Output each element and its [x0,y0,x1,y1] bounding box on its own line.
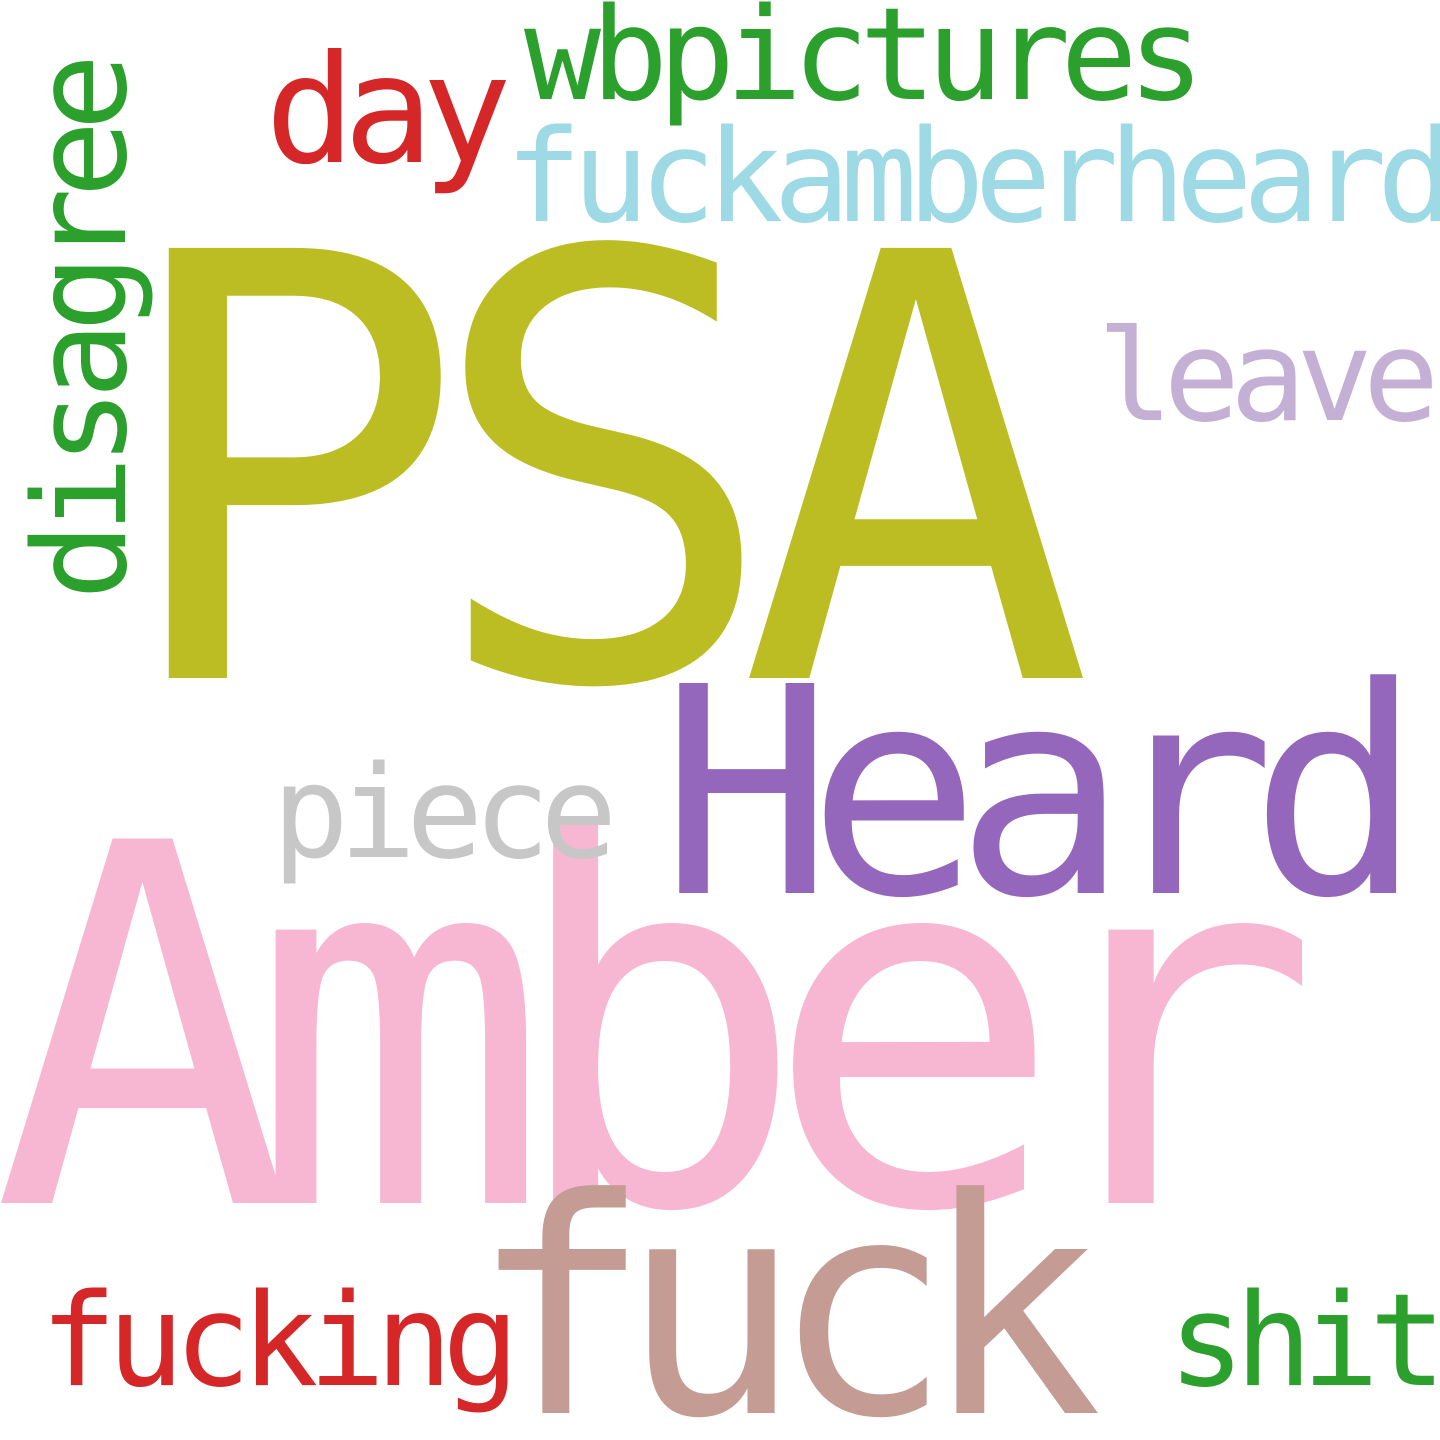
word-disagree: disagree [7,63,156,601]
word-piece: piece [272,739,617,888]
word-amber: Amber [0,739,1321,1321]
word-wbpictures: wbpictures [524,0,1205,130]
word-psa: PSA [112,131,1094,818]
word-shit: shit [1168,1267,1440,1416]
word-leave: leave [1097,302,1439,450]
word-day: day [265,24,512,198]
word-fuckamberheard: fuckamberheard [505,103,1440,252]
word-fucking: fucking [40,1267,519,1416]
word-heard: Heard [660,626,1423,961]
word-fuck: fuck [470,1135,1102,1440]
